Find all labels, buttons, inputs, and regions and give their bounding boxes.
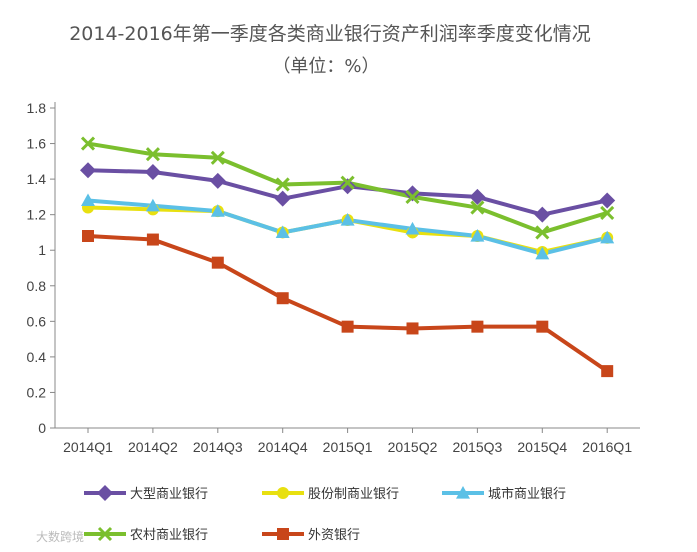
data-point-series-1 <box>144 164 161 180</box>
x-tick-label: 2016Q1 <box>582 439 632 455</box>
data-point-series-1 <box>274 190 291 207</box>
data-point-series-3 <box>600 230 615 244</box>
y-tick-label: 1.2 <box>27 207 47 223</box>
cross-stroke <box>145 147 160 162</box>
y-axis-ticks: 0 0.2 0.4 0.6 0.8 1 1.2 1.4 1.6 1.8 <box>27 100 55 436</box>
x-tick-label: 2015Q4 <box>517 439 567 455</box>
series-lines <box>87 141 609 373</box>
x-tick-label: 2015Q1 <box>323 439 373 455</box>
y-tick-label: 0.4 <box>27 349 47 365</box>
data-point-series-5 <box>471 320 484 333</box>
data-point-series-1 <box>339 178 356 195</box>
x-tick-label: 2015Q2 <box>388 439 438 455</box>
data-point-series-5 <box>82 230 94 242</box>
cross-stroke <box>340 175 355 190</box>
cross-stroke <box>470 200 485 215</box>
data-point-series-5 <box>536 320 549 333</box>
data-point-series-3 <box>535 246 550 260</box>
legend-label: 股份制商业银行 <box>308 487 399 502</box>
data-point-series-3 <box>275 225 290 239</box>
series-line-5 <box>87 234 609 373</box>
cross-stroke <box>97 526 113 542</box>
legend-item: 股份制商业银行 <box>262 487 399 502</box>
cross-stroke <box>210 150 225 165</box>
data-point-series-1 <box>80 162 96 179</box>
legend-item: 大型商业银行 <box>84 485 208 502</box>
data-point-series-1 <box>599 192 616 209</box>
data-point-series-1 <box>469 188 486 205</box>
legend-label: 外资银行 <box>308 528 360 543</box>
y-tick-label: 1 <box>38 242 46 258</box>
data-point-series-4 <box>535 225 550 240</box>
data-point-series-4 <box>275 177 290 192</box>
legend-label: 城市商业银行 <box>488 486 566 502</box>
x-axis-ticks: 2014Q1 2014Q2 2014Q3 2014Q4 2015Q1 2015Q2 2015… <box>63 428 632 455</box>
data-point-series-4 <box>80 136 96 151</box>
data-point-series-5 <box>601 365 614 378</box>
y-tick-label: 1.6 <box>27 136 47 152</box>
legend-swatch-marker <box>456 486 470 499</box>
data-point-series-3 <box>470 229 485 242</box>
y-tick-label: 1.8 <box>27 100 47 116</box>
cross-stroke <box>600 205 615 220</box>
data-point-series-1 <box>534 206 551 223</box>
data-point-series-4 <box>405 189 420 204</box>
legend-item: 外资银行 <box>262 528 360 543</box>
y-tick-label: 0.8 <box>27 278 47 294</box>
chart-subtitle: （单位：%） <box>272 56 379 77</box>
legend-label: 农村商业银行 <box>130 528 208 543</box>
legend-item: 农村商业银行 <box>84 526 208 543</box>
data-point-series-1 <box>209 172 226 189</box>
data-point-series-5 <box>406 322 419 335</box>
chart-title: 2014-2016年第一季度各类商业银行资产利润率季度变化情况 <box>69 23 591 45</box>
data-point-series-1 <box>404 185 421 202</box>
y-tick-label: 0.2 <box>27 384 47 400</box>
x-tick-label: 2014Q4 <box>258 439 308 455</box>
watermark: 大数跨境 <box>36 529 84 544</box>
data-point-series-5 <box>146 233 159 246</box>
series-markers <box>80 136 616 378</box>
data-point-series-4 <box>340 175 355 190</box>
x-tick-label: 2014Q3 <box>193 439 243 455</box>
data-point-series-5 <box>341 320 354 333</box>
x-tick-label: 2014Q1 <box>63 439 113 455</box>
cross-stroke <box>80 136 96 151</box>
y-tick-label: 0 <box>38 420 46 436</box>
data-point-series-3 <box>81 193 95 207</box>
cross-stroke <box>275 177 290 192</box>
x-tick-label: 2014Q2 <box>128 439 178 455</box>
x-tick-label: 2015Q3 <box>452 439 502 455</box>
cross-stroke <box>535 225 550 240</box>
data-point-series-3 <box>145 198 160 212</box>
y-tick-label: 1.4 <box>27 171 47 187</box>
legend-swatch-marker <box>277 487 289 499</box>
data-point-series-4 <box>600 205 615 220</box>
data-point-series-5 <box>276 292 289 305</box>
data-point-series-4 <box>145 147 160 162</box>
data-point-series-3 <box>210 204 225 217</box>
legend-swatch-marker <box>277 528 289 540</box>
data-point-series-3 <box>405 221 420 235</box>
data-point-series-4 <box>210 150 225 165</box>
data-point-series-5 <box>211 256 224 269</box>
cross-stroke <box>405 189 420 204</box>
legend-swatch-marker <box>97 526 113 542</box>
y-tick-label: 0.6 <box>27 313 47 329</box>
data-point-series-4 <box>470 200 485 215</box>
data-point-series-3 <box>340 213 355 226</box>
legend-item: 城市商业银行 <box>442 486 566 502</box>
legend-label: 大型商业银行 <box>130 487 208 502</box>
legend-swatch-marker <box>97 485 113 501</box>
